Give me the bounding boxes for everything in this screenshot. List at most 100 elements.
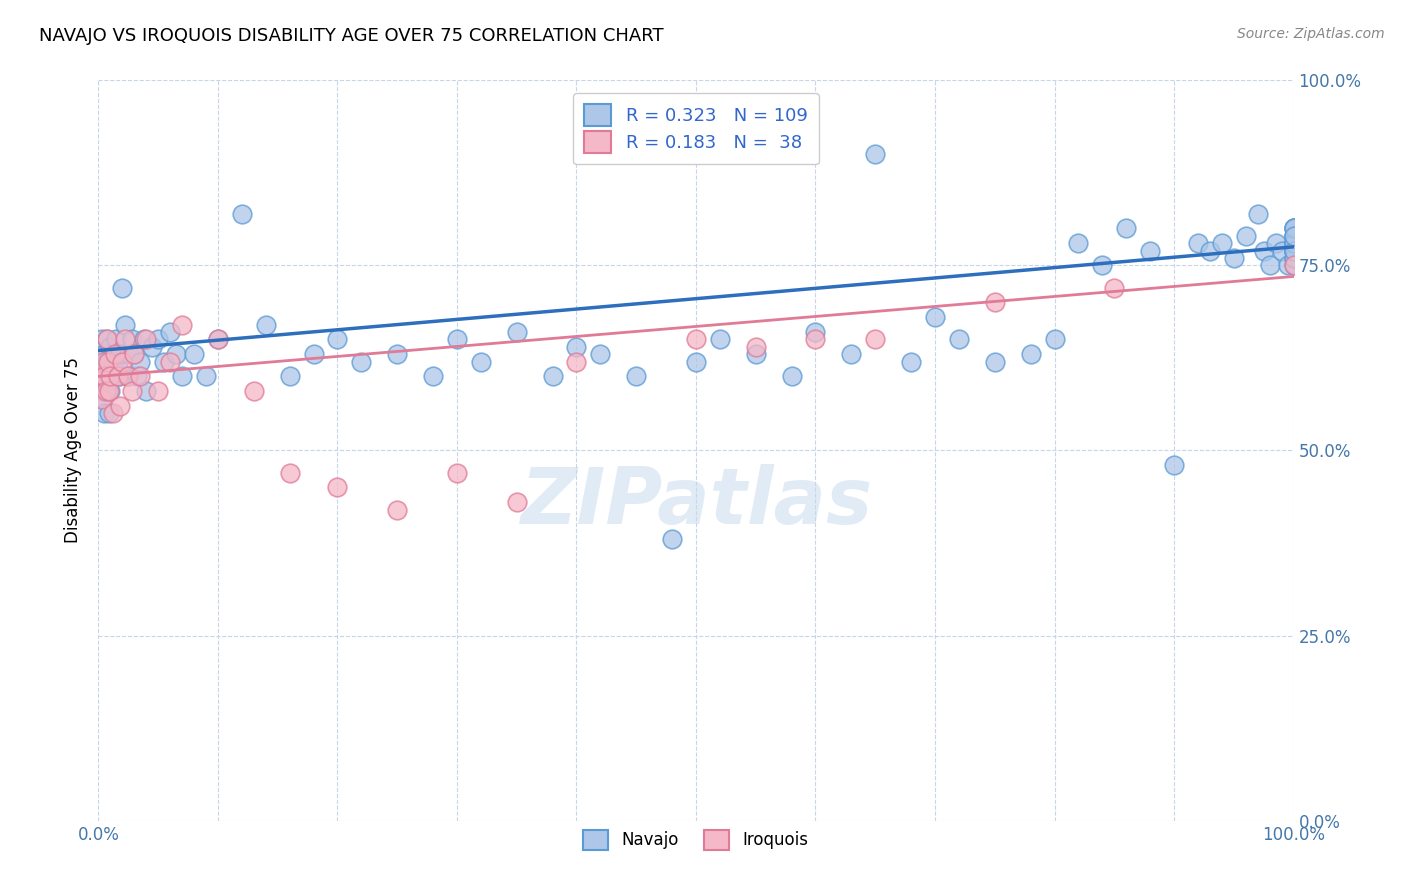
Point: [1282, 244, 1305, 258]
Point: [159, 325, 181, 339]
Text: NAVAJO VS IROQUOIS DISABILITY AGE OVER 75 CORRELATION CHART: NAVAJO VS IROQUOIS DISABILITY AGE OVER 7…: [39, 27, 664, 45]
Point: [1282, 228, 1305, 243]
Point: [105, 332, 128, 346]
Point: [98, 369, 122, 384]
Point: [93, 369, 115, 384]
Point: [1264, 236, 1286, 251]
Point: [103, 354, 125, 368]
Point: [506, 495, 529, 509]
Point: [254, 318, 277, 332]
Point: [1282, 251, 1305, 265]
Point: [446, 332, 468, 346]
Point: [1282, 259, 1305, 273]
Point: [1091, 259, 1114, 273]
Point: [91, 392, 114, 406]
Point: [111, 280, 134, 294]
Point: [804, 332, 827, 346]
Point: [98, 384, 121, 399]
Point: [114, 332, 136, 346]
Point: [865, 332, 887, 346]
Point: [97, 384, 120, 399]
Point: [278, 466, 301, 480]
Point: [1282, 221, 1305, 235]
Point: [1139, 244, 1161, 258]
Point: [125, 369, 148, 384]
Point: [1223, 251, 1246, 265]
Point: [1282, 221, 1305, 235]
Point: [121, 332, 143, 346]
Point: [804, 325, 827, 339]
Point: [97, 354, 120, 368]
Point: [107, 369, 129, 384]
Point: [207, 332, 229, 346]
Point: [114, 318, 136, 332]
Point: [1163, 458, 1185, 473]
Point: [1282, 244, 1305, 258]
Point: [135, 384, 157, 399]
Point: [470, 354, 492, 368]
Point: [107, 354, 129, 368]
Legend: Navajo, Iroquois: Navajo, Iroquois: [576, 823, 815, 856]
Point: [96, 369, 118, 384]
Point: [565, 340, 588, 354]
Point: [385, 502, 409, 516]
Point: [118, 347, 141, 361]
Text: Source: ZipAtlas.com: Source: ZipAtlas.com: [1237, 27, 1385, 41]
Point: [108, 347, 131, 361]
Point: [91, 354, 114, 368]
Point: [506, 325, 529, 339]
Point: [278, 369, 301, 384]
Point: [121, 384, 143, 399]
Point: [745, 340, 768, 354]
Point: [93, 347, 115, 361]
Point: [1247, 206, 1270, 220]
Point: [94, 384, 117, 399]
Point: [98, 407, 121, 421]
Point: [1282, 228, 1305, 243]
Point: [98, 384, 122, 399]
Point: [1019, 347, 1042, 361]
Point: [1253, 244, 1275, 258]
Point: [661, 533, 683, 547]
Point: [685, 354, 707, 368]
Point: [626, 369, 648, 384]
Point: [350, 354, 373, 368]
Point: [183, 347, 205, 361]
Point: [153, 354, 176, 368]
Point: [93, 369, 115, 384]
Point: [1043, 332, 1066, 346]
Point: [104, 369, 127, 384]
Point: [207, 332, 229, 346]
Point: [1282, 236, 1305, 251]
Point: [172, 318, 194, 332]
Point: [243, 384, 266, 399]
Point: [117, 369, 139, 384]
Point: [745, 347, 768, 361]
Point: [90, 392, 112, 406]
Point: [900, 354, 922, 368]
Point: [1211, 236, 1233, 251]
Point: [865, 147, 887, 161]
Point: [115, 369, 138, 384]
Point: [90, 369, 112, 384]
Point: [124, 347, 146, 361]
Point: [1115, 221, 1137, 235]
Point: [91, 354, 114, 368]
Point: [98, 369, 122, 384]
Point: [841, 347, 863, 361]
Point: [565, 354, 588, 368]
Point: [1282, 221, 1305, 235]
Point: [541, 369, 564, 384]
Point: [104, 347, 127, 361]
Point: [1234, 228, 1257, 243]
Point: [1282, 236, 1305, 251]
Point: [589, 347, 612, 361]
Point: [98, 369, 121, 384]
Point: [231, 206, 253, 220]
Point: [1282, 244, 1305, 258]
Point: [148, 384, 170, 399]
Point: [132, 332, 155, 346]
Point: [195, 369, 218, 384]
Point: [1067, 236, 1090, 251]
Point: [446, 466, 468, 480]
